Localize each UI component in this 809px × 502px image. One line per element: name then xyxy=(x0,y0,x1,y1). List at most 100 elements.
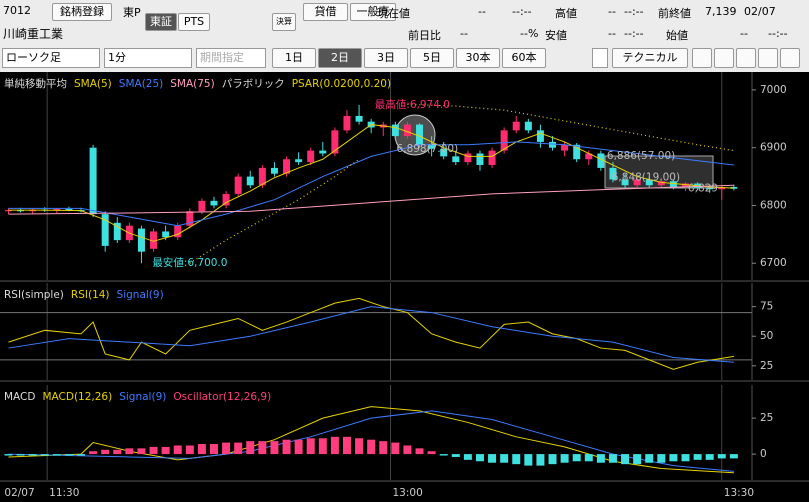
candle-icon[interactable] xyxy=(780,48,800,68)
oscillator-bar xyxy=(451,454,460,457)
candle-body xyxy=(718,186,726,190)
oscillator-bar xyxy=(342,436,351,455)
quote-value: -- xyxy=(608,5,616,18)
range-button[interactable]: 3日 xyxy=(364,48,408,68)
oscillator-bar xyxy=(125,448,134,455)
interval-select[interactable]: 1分 xyxy=(104,48,192,68)
annotation: 6,886(57.00) xyxy=(607,150,675,162)
oscillator-bar xyxy=(161,446,170,455)
quote-time: --:-- xyxy=(624,27,644,40)
annotation: 6,829 xyxy=(688,183,718,195)
range-button[interactable]: 5日 xyxy=(410,48,454,68)
candle-body xyxy=(440,148,448,157)
tab[interactable]: PTS xyxy=(178,13,210,31)
y-tick-label: 25 xyxy=(760,412,773,424)
quote-value: -- xyxy=(740,27,748,40)
technical-button[interactable]: テクニカル xyxy=(612,48,688,68)
range-button[interactable]: 1日 xyxy=(272,48,316,68)
candle-body xyxy=(222,193,230,206)
quote-label: 高値 xyxy=(555,7,577,20)
candle-body xyxy=(657,181,665,186)
legend-entry: RSI(14) xyxy=(71,289,110,301)
legend-entry: PSAR(0.0200,0.20) xyxy=(292,78,391,90)
oscillator-bar xyxy=(149,446,158,455)
chart-area: 6,90 6700680069007000最高値:6,974.0最安値:6,70… xyxy=(0,72,809,502)
candle-body xyxy=(17,210,25,212)
candle-body xyxy=(524,121,532,131)
legend-entry: SMA(5) xyxy=(74,78,112,90)
chart-kind-select[interactable]: ローソク足 xyxy=(2,48,100,68)
oscillator-bar xyxy=(270,441,279,455)
kessan-icon[interactable]: 決算 xyxy=(272,13,296,31)
oscillator-bar xyxy=(4,454,13,456)
oscillator-bar xyxy=(729,454,738,459)
candle-body xyxy=(536,130,544,142)
oscillator-bar xyxy=(40,454,49,456)
oscillator-bar xyxy=(258,441,267,455)
candle-body xyxy=(633,179,641,186)
stock-name: 川崎重工業 xyxy=(3,27,64,41)
range-button[interactable]: 30本 xyxy=(456,48,500,68)
quote-time: --:-- xyxy=(512,5,532,18)
candle-body xyxy=(258,167,266,186)
oscillator-bar xyxy=(475,454,484,462)
quote-label: 現在値 xyxy=(377,7,410,20)
x-tick-label: 13:30 xyxy=(724,487,754,499)
candle-body xyxy=(65,208,73,211)
series-line xyxy=(8,141,734,227)
oscillator-bar xyxy=(379,441,388,455)
quote-value: 7,139 xyxy=(705,5,737,18)
oscillator-bar xyxy=(282,439,291,455)
candle-body xyxy=(391,124,399,137)
candle-body xyxy=(113,222,121,241)
oscillator-bar xyxy=(318,438,327,455)
code: 7012 xyxy=(3,4,31,17)
tab[interactable]: 東証 xyxy=(145,13,177,31)
oscillator-bar xyxy=(560,454,569,463)
oscillator-bar xyxy=(488,454,497,463)
oscillator-bar xyxy=(705,454,714,460)
period-select[interactable]: 期間指定 xyxy=(196,48,266,68)
y-tick-label: 0 xyxy=(760,448,767,460)
oscillator-bar xyxy=(367,439,376,455)
taishaku-button[interactable]: 貸借 xyxy=(303,3,348,21)
oscillator-bar xyxy=(693,454,702,460)
quote-time: 02/07 xyxy=(744,5,776,18)
quote-time: --:-- xyxy=(768,27,788,40)
annotation: 6,848(19.00) xyxy=(612,172,680,184)
range-button[interactable]: 60本 xyxy=(502,48,546,68)
legend-title: MACD xyxy=(4,391,35,403)
zoom-icon[interactable] xyxy=(714,48,734,68)
range-button[interactable]: 2日 xyxy=(318,48,362,68)
oscillator-bar xyxy=(113,449,122,455)
oscillator-bar xyxy=(415,448,424,455)
candle-body xyxy=(355,115,363,122)
area-icon[interactable] xyxy=(758,48,778,68)
quote-value: -- xyxy=(460,27,468,40)
candle-body xyxy=(682,183,690,187)
pen-icon[interactable] xyxy=(692,48,712,68)
market: 東P xyxy=(123,6,141,19)
dropdown[interactable] xyxy=(592,48,608,68)
quote-label: 始値 xyxy=(666,29,688,42)
annotation: 最安値:6,700.0 xyxy=(152,256,227,269)
bar-icon[interactable] xyxy=(736,48,756,68)
x-tick-label: 11:30 xyxy=(49,487,79,499)
series-line xyxy=(189,103,734,264)
series-line xyxy=(8,124,734,242)
legend-title: 単純移動平均 xyxy=(4,77,67,90)
candle-body xyxy=(295,159,303,163)
candle-body xyxy=(162,231,170,238)
candle-body xyxy=(585,153,593,160)
candle-body xyxy=(319,150,327,154)
oscillator-bar xyxy=(246,441,255,455)
oscillator-bar xyxy=(572,454,581,462)
y-tick-label: 6800 xyxy=(760,199,787,211)
ippan-button[interactable]: 一般売 xyxy=(350,3,396,21)
candle-body xyxy=(621,179,629,186)
legend-entry: Signal(9) xyxy=(117,289,164,301)
y-tick-label: 7000 xyxy=(760,84,787,96)
register-button[interactable]: 銘柄登録 xyxy=(52,3,112,21)
oscillator-bar xyxy=(500,454,509,463)
oscillator-bar xyxy=(28,454,37,456)
